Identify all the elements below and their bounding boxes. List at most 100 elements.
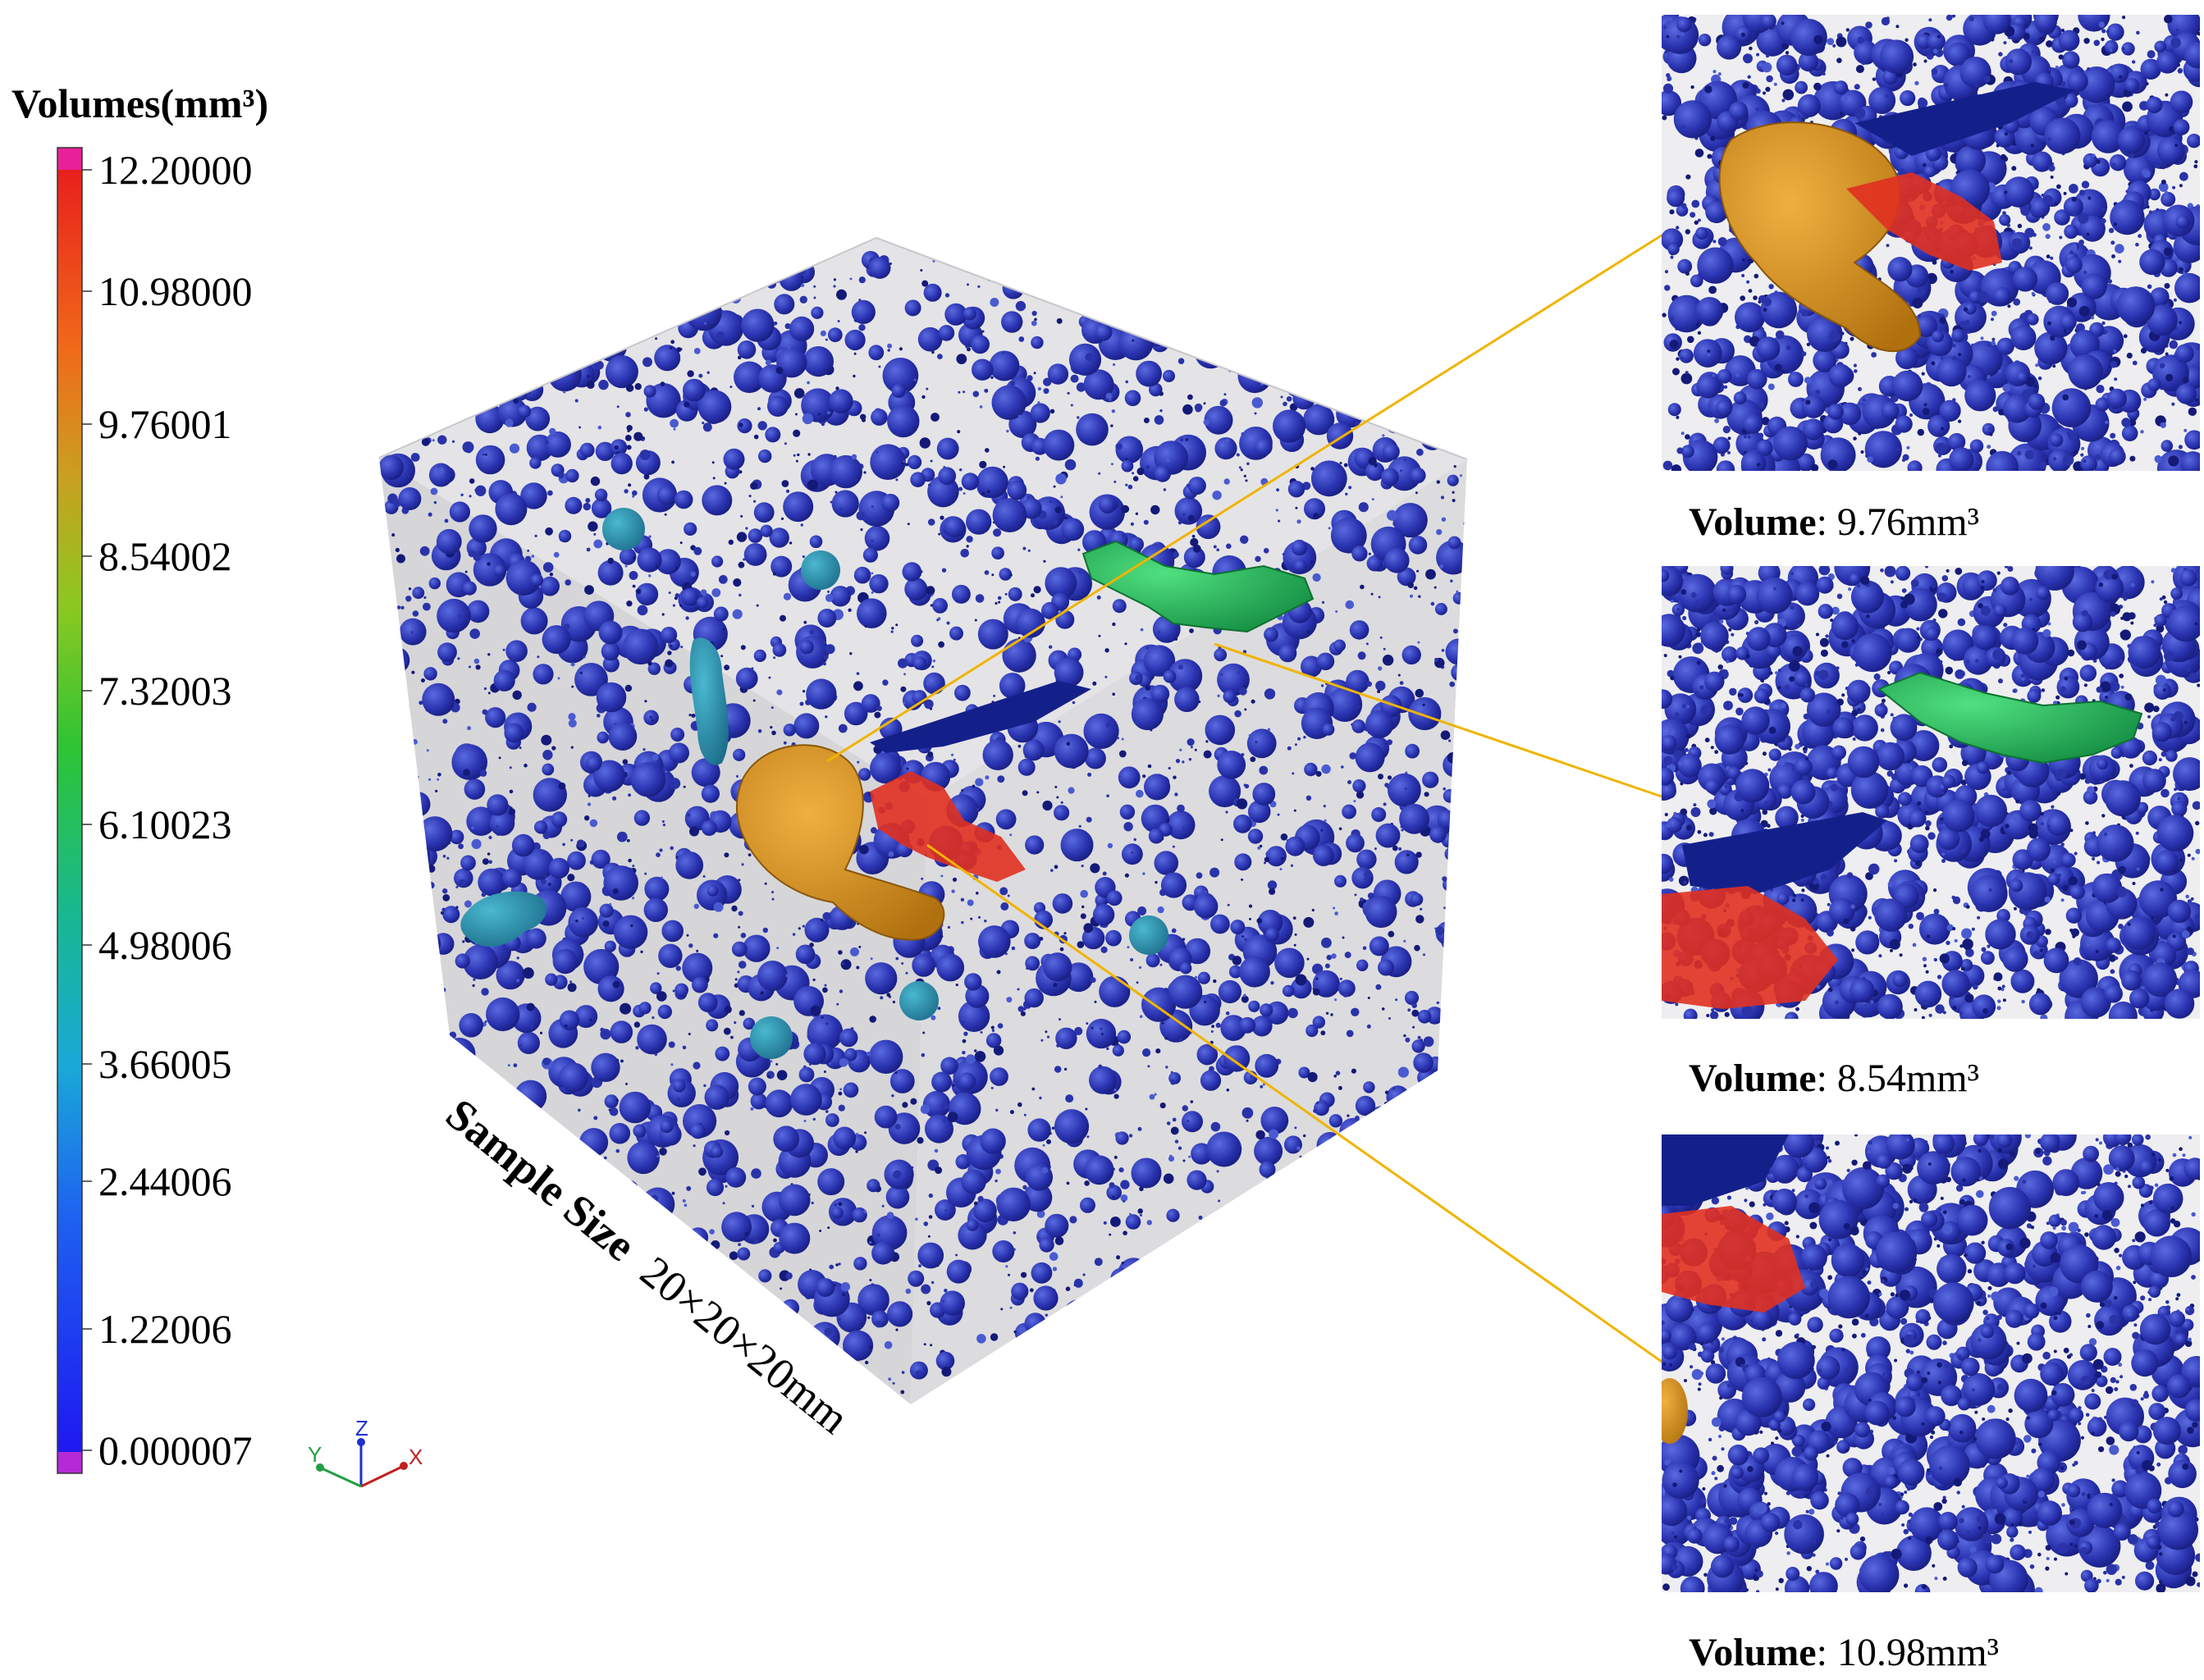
cube-pore: [1140, 1214, 1142, 1217]
cube-pore: [472, 372, 488, 389]
zoom-1-pore: [1664, 270, 1669, 274]
cube-pore: [1119, 804, 1136, 820]
zoom-1-pore: [1913, 62, 1917, 66]
cube-pore: [1280, 833, 1288, 841]
cube-pore: [429, 1034, 434, 1039]
cube-pore: [1287, 746, 1292, 751]
cube-pore: [1425, 568, 1436, 580]
zoom-1-pore: [2017, 223, 2023, 229]
cube-pore: [444, 518, 449, 523]
cube-pore: [1076, 413, 1109, 446]
cube-pore: [422, 682, 455, 716]
cube-pore: [1348, 364, 1364, 380]
cube-pore: [1125, 1214, 1141, 1230]
cube-pore: [1442, 372, 1466, 395]
cube-pore: [858, 299, 862, 302]
zoom-1-pore: [2179, 184, 2183, 188]
cube-pore: [1452, 591, 1466, 605]
cube-pore: [1354, 893, 1357, 897]
zoom-1-pore: [1766, 75, 1773, 83]
cube-pore: [390, 1001, 417, 1028]
cube-pore: [1241, 878, 1244, 881]
zoom-1-pore: [1987, 375, 1991, 379]
cube-pore: [1179, 961, 1192, 975]
cube-pore: [643, 897, 668, 923]
cube-pore: [505, 1216, 518, 1228]
cube-pore: [442, 1038, 476, 1071]
cube-pore: [1452, 491, 1455, 494]
cube-pore: [429, 1276, 435, 1281]
cube-pore: [1248, 904, 1253, 908]
cube-pore: [1056, 317, 1063, 324]
zoom-1-pore: [2161, 191, 2176, 207]
cube-pore: [1245, 479, 1248, 482]
cube-pore: [408, 1344, 414, 1350]
cube-pore: [1132, 1358, 1135, 1363]
cube-pore: [1444, 847, 1459, 861]
cube-pore: [938, 641, 944, 648]
cube-pore: [871, 409, 888, 426]
cube-pore: [1356, 849, 1377, 870]
cube-pore: [428, 882, 435, 889]
cube-pore: [730, 1035, 734, 1039]
cube-pore: [416, 775, 419, 778]
zoom-1-pore: [1667, 189, 1685, 208]
cube-pore: [1346, 833, 1365, 853]
cube-pore: [824, 1327, 832, 1336]
zoom-1-pore: [2129, 153, 2134, 158]
cube-pore: [1432, 415, 1447, 431]
cube-pore: [911, 634, 924, 647]
cube-pore: [1452, 499, 1456, 503]
cube-pore: [396, 554, 405, 564]
cube-pore: [1409, 1157, 1415, 1162]
cube-pore: [783, 724, 796, 737]
cube-pore: [869, 1240, 872, 1244]
cube-pore: [441, 987, 446, 993]
cube-pore: [633, 1021, 641, 1028]
zoom-1-pore: [1681, 203, 1687, 208]
cube-pore: [944, 293, 950, 298]
cube-pore: [898, 658, 908, 669]
zoom-1-pore: [2154, 40, 2166, 53]
cube-pore: [437, 598, 471, 633]
cube-pore: [674, 272, 696, 294]
cube-pore: [474, 488, 478, 492]
cube-pore: [734, 1021, 737, 1025]
cube-pore: [1186, 483, 1190, 487]
cube-pore: [1405, 797, 1410, 801]
cube-pore: [1173, 775, 1177, 779]
cube-pore: [1282, 984, 1295, 998]
cube-pore: [1355, 422, 1360, 427]
cube-pore: [827, 1226, 830, 1230]
zoom-1-pore: [1694, 220, 1699, 225]
cube-pore: [903, 701, 906, 705]
cube-pore: [685, 616, 689, 620]
cube-pore: [702, 485, 733, 516]
cube-pore: [941, 568, 947, 573]
cube-pore: [626, 445, 632, 450]
cube-pore: [591, 498, 612, 518]
zoom-1-pore: [1747, 368, 1767, 390]
cube-pore: [602, 920, 610, 928]
cube-pore: [735, 667, 758, 690]
cube-pore: [460, 855, 476, 871]
cube-pore: [1333, 1333, 1336, 1336]
cube-pore: [412, 610, 419, 617]
cube-pore: [849, 277, 853, 281]
zoom-1-pore: [1871, 352, 1877, 358]
cube-pore: [381, 323, 385, 328]
cube-pore: [824, 984, 827, 987]
cube-pore: [552, 948, 578, 975]
cube-pore: [675, 966, 681, 971]
cube-pore: [1450, 579, 1453, 582]
cube-pore: [457, 657, 460, 660]
cube-pore: [1347, 395, 1350, 398]
cube-pore: [709, 1229, 715, 1235]
zoom-1-pore: [1767, 383, 1775, 390]
cube-pore: [859, 844, 869, 855]
cube-pore: [1347, 1281, 1351, 1285]
cube-pore: [1118, 750, 1127, 758]
cube-pore: [1206, 1220, 1209, 1223]
cube-pore: [1015, 608, 1045, 638]
cube-pore: [408, 587, 412, 591]
